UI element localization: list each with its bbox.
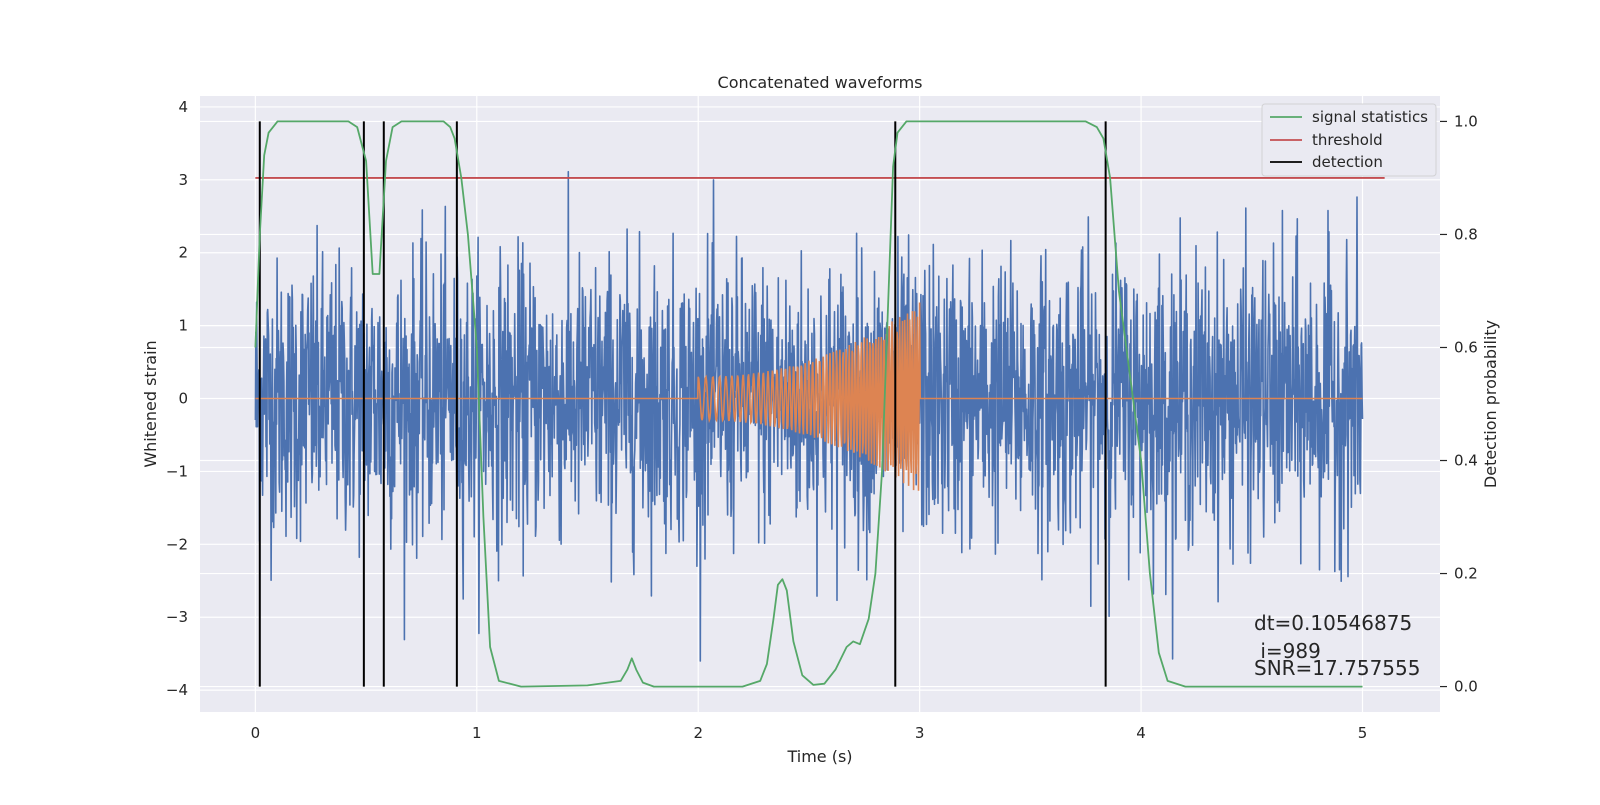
signal-statistics-series [254,120,1363,688]
y-tick-label: −3 [166,608,188,626]
injection-series [255,302,1363,491]
y-axis-ticks: −4 −3 −2 −1 0 1 2 3 4 [166,98,188,699]
annotation-i: i=989 [1254,639,1321,663]
annotation-dt: dt=0.10546875 [1254,611,1412,635]
injection-line [255,302,1363,491]
x-tick-label: 2 [693,724,703,742]
legend-box [1261,103,1437,177]
y-tick-label: 4 [178,98,188,116]
strain-line [254,170,1364,662]
annotation-snr: SNR=17.757555 [1254,656,1420,680]
right-tick-label: 0.6 [1454,338,1478,356]
y-tick-label: 2 [178,244,188,262]
y-tick-label: −4 [166,681,188,699]
legend-label-detection: detection [1312,153,1383,171]
x-tick-label: 0 [251,724,261,742]
x-axis-ticks: 0 1 2 3 4 5 [251,724,1368,742]
legend-label-signal-statistics: signal statistics [1312,108,1428,126]
y-tick-label: 0 [178,390,188,408]
detection-series [258,121,1107,687]
strain-series [254,170,1364,662]
y-tick-label: 1 [178,317,188,335]
x-tick-label: 4 [1136,724,1146,742]
legend-label-threshold: threshold [1312,131,1383,149]
x-axis-label: Time (s) [786,747,852,766]
right-axis-label: Detection probability [1481,320,1500,488]
right-tick-label: 0.2 [1454,565,1478,583]
x-tick-label: 1 [472,724,482,742]
legend: signal statistics threshold detection [1261,103,1437,177]
right-tick-label: 0.8 [1454,225,1478,243]
y-tick-label: 3 [178,171,188,189]
right-tick-label: 1.0 [1454,112,1478,130]
y-tick-label: −1 [166,462,188,480]
signal-statistics-line [254,120,1363,688]
x-tick-label: 3 [915,724,925,742]
chart-title: Concatenated waveforms [718,73,923,92]
right-axis-ticks: 0.0 0.2 0.4 0.6 0.8 1.0 [1440,112,1478,696]
right-tick-label: 0.0 [1454,678,1478,696]
right-tick-label: 0.4 [1454,452,1478,470]
x-tick-label: 5 [1358,724,1368,742]
y-axis-label: Whitened strain [141,340,160,467]
y-tick-label: −2 [166,535,188,553]
